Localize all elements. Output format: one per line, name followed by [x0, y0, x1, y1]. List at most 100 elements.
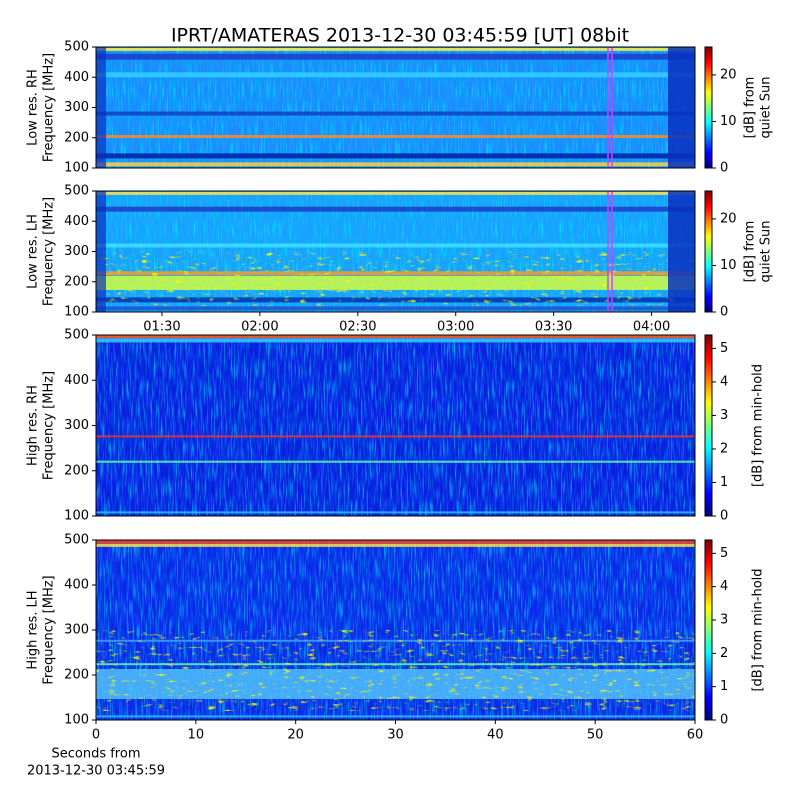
y-axis-label: Frequency [MHz]	[42, 197, 57, 306]
y-axis-label: Frequency [MHz]	[42, 575, 57, 684]
x-tick-label: 03:00	[437, 320, 474, 335]
x-axis-label: 2013-12-30 03:45:59	[27, 764, 165, 779]
spectrogram-band	[96, 111, 695, 116]
x-tick-label: 03:30	[535, 320, 572, 335]
colorbar-label: [dB] from	[743, 221, 758, 283]
spectrogram-band	[96, 460, 695, 463]
colorbar-label: [dB] from min-hold	[751, 568, 766, 691]
spectrogram-edge	[668, 47, 695, 168]
spectrogram-band	[96, 306, 695, 311]
spectrogram-band	[96, 511, 695, 514]
colorbar	[704, 334, 713, 517]
y-tick-label: 100	[64, 305, 89, 320]
colorbar-tick-label: 2	[720, 646, 728, 661]
time-marker	[607, 191, 613, 312]
colorbar-tick-label: 5	[720, 341, 728, 356]
spectrogram-activity	[96, 630, 695, 711]
x-tick-label: 04:00	[633, 320, 670, 335]
spectrogram-band	[96, 153, 695, 159]
spectrogram-band	[96, 338, 695, 343]
spectrogram-band	[96, 543, 695, 547]
colorbar-tick-label: 10	[720, 114, 737, 129]
spectrogram-noise	[96, 335, 695, 516]
y-tick-label: 100	[64, 509, 89, 524]
y-tick-label: 100	[64, 161, 89, 176]
x-axis-label: Seconds from	[51, 747, 140, 762]
y-axis-label: Frequency [MHz]	[42, 371, 57, 480]
colorbar-tick-label: 0	[720, 305, 728, 320]
colorbar-label: quiet Sun	[759, 76, 774, 138]
spectrogram-band	[96, 435, 695, 438]
colorbar-tick-label: 1	[720, 475, 728, 490]
y-tick-label: 200	[64, 463, 89, 478]
colorbar-tick-label: 20	[720, 67, 737, 82]
y-tick-label: 400	[64, 578, 89, 593]
spectrogram	[96, 540, 695, 720]
y-tick-label: 200	[64, 130, 89, 145]
colorbar	[704, 539, 713, 721]
x-tick-label: 02:00	[241, 320, 278, 335]
y-tick-label: 500	[64, 533, 89, 548]
spectrogram-band	[96, 206, 695, 212]
colorbar-tick-label: 4	[720, 374, 728, 389]
spectrogram-band	[96, 72, 695, 78]
colorbar-tick-label: 2	[720, 441, 728, 456]
spectrogram	[96, 335, 695, 516]
y-axis-label: High res. RH	[26, 385, 41, 466]
colorbar-tick-label: 1	[720, 679, 728, 694]
y-tick-label: 300	[64, 100, 89, 115]
spectrogram-band	[96, 135, 695, 139]
x-tick-label: 30	[387, 728, 404, 743]
x-tick-label: 02:30	[339, 320, 376, 335]
y-axis-label: Low res. LH	[26, 214, 41, 289]
spectrogram-band	[96, 715, 695, 718]
y-axis-label: Frequency [MHz]	[42, 53, 57, 162]
spectrogram-band	[96, 540, 695, 544]
y-tick-label: 400	[64, 70, 89, 85]
spectrogram-edge	[96, 47, 106, 168]
x-tick-label: 60	[687, 728, 704, 743]
y-tick-label: 100	[64, 713, 89, 728]
y-tick-label: 500	[64, 40, 89, 55]
x-tick-label: 01:30	[143, 320, 180, 335]
y-tick-label: 300	[64, 418, 89, 433]
y-axis-label: High res. LH	[26, 590, 41, 669]
spectrogram	[96, 191, 695, 312]
spectrogram-band	[96, 191, 695, 195]
colorbar-tick-label: 10	[720, 258, 737, 273]
colorbar-tick-label: 3	[720, 613, 728, 628]
colorbar-tick-label: 0	[720, 509, 728, 524]
spectrogram-band	[96, 335, 695, 339]
colorbar-tick-label: 0	[720, 161, 728, 176]
colorbar	[704, 190, 713, 313]
colorbar-tick-label: 4	[720, 579, 728, 594]
y-tick-label: 400	[64, 373, 89, 388]
y-tick-label: 500	[64, 328, 89, 343]
time-marker	[607, 47, 613, 168]
colorbar-tick-label: 3	[720, 408, 728, 423]
colorbar-tick-label: 0	[720, 713, 728, 728]
figure-title: IPRT/AMATERAS 2013-12-30 03:45:59 [UT] 0…	[171, 25, 629, 47]
spectrogram-band	[96, 47, 695, 51]
x-tick-label: 40	[487, 728, 504, 743]
spectrogram-band	[96, 53, 695, 60]
spectrogram	[96, 47, 695, 168]
y-axis-label: Low res. RH	[26, 69, 41, 146]
colorbar-label: [dB] from	[743, 77, 758, 139]
x-tick-label: 50	[587, 728, 604, 743]
y-tick-label: 400	[64, 214, 89, 229]
y-tick-label: 200	[64, 274, 89, 289]
x-tick-label: 0	[92, 728, 100, 743]
spectrogram-band	[96, 162, 695, 167]
colorbar	[704, 46, 713, 169]
x-tick-label: 20	[287, 728, 304, 743]
spectrogram-band	[96, 243, 695, 248]
y-tick-label: 200	[64, 668, 89, 683]
spectrogram-edge	[96, 191, 106, 312]
colorbar-label: quiet Sun	[759, 220, 774, 282]
y-tick-label: 300	[64, 244, 89, 259]
colorbar-tick-label: 20	[720, 211, 737, 226]
colorbar-tick-label: 5	[720, 546, 728, 561]
spectrogram-activity	[96, 251, 695, 306]
